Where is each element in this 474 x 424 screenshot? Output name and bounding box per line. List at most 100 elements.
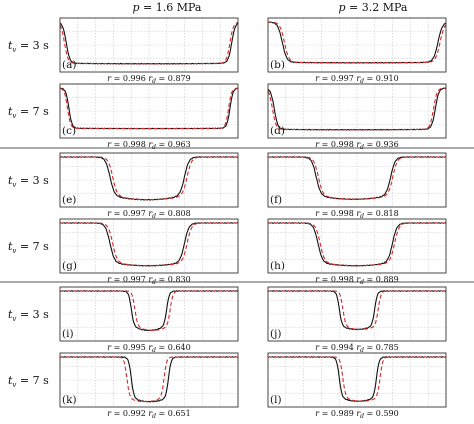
rd-symbol: r	[148, 140, 153, 149]
row-label-subscript: v	[12, 112, 16, 120]
rd-value: = 0.830	[156, 275, 191, 284]
chart-panel: (a)r = 0.996 rd = 0.879	[59, 17, 239, 85]
plot-frame	[267, 218, 447, 274]
column-header: p = 1.6 MPa	[133, 1, 202, 14]
r-symbol: r	[107, 209, 112, 218]
r-symbol: r	[107, 74, 112, 83]
row-label-variable: t	[8, 39, 13, 52]
predicted-series-line	[59, 87, 239, 130]
rd-subscript: d	[360, 144, 364, 151]
row-label-value: = 7 s	[16, 240, 49, 253]
row-label-subscript: v	[12, 247, 16, 255]
r-symbol: r	[107, 409, 112, 418]
row-label: tv = 3 s	[8, 308, 49, 323]
r-symbol: r	[107, 343, 112, 352]
plot-frame	[59, 83, 239, 139]
rd-subscript: d	[152, 213, 156, 220]
predicted-series-line	[60, 356, 238, 403]
row-label: tv = 3 s	[8, 39, 49, 54]
rd-subscript: d	[360, 347, 364, 354]
column-header-equals: =	[140, 1, 156, 14]
chart-panel: (j)r = 0.994 rd = 0.785	[267, 286, 447, 354]
row-label-subscript: v	[12, 181, 16, 189]
correlation-caption: r = 0.998 rd = 0.889	[315, 275, 398, 286]
row-label-variable: t	[8, 240, 13, 253]
plot-frame	[59, 218, 239, 274]
chart-panel: (b)r = 0.997 rd = 0.910	[267, 17, 447, 85]
r-value: = 0.997	[111, 275, 148, 284]
predicted-series-line	[268, 356, 446, 402]
chart-panel: (i)r = 0.995 rd = 0.640	[59, 286, 239, 354]
row-label-value: = 3 s	[16, 174, 49, 187]
chart-panel: (k) r = 0.992 rd = 0.651	[59, 352, 239, 420]
predicted-series-line	[60, 290, 238, 331]
r-value: = 0.997	[111, 209, 148, 218]
row-label-value: = 3 s	[16, 308, 49, 321]
plot-frame	[59, 152, 239, 208]
chart-panel: (g)r = 0.997 rd = 0.830	[59, 218, 239, 286]
r-value: = 0.989	[319, 409, 356, 418]
panel-label: (d)	[270, 125, 285, 137]
column-header-value: 1.6 MPa	[156, 1, 202, 14]
row-label-subscript: v	[12, 381, 16, 389]
rd-subscript: d	[360, 279, 364, 286]
rd-subscript: d	[360, 413, 364, 420]
r-symbol: r	[315, 140, 320, 149]
column-header-variable: p	[339, 1, 346, 14]
rd-value: = 0.936	[364, 140, 399, 149]
correlation-caption: r = 0.998 rd = 0.936	[315, 140, 398, 151]
row-label: tv = 3 s	[8, 174, 49, 189]
correlation-caption: r = 0.997 rd = 0.808	[107, 209, 190, 220]
chart-panel: (e)r = 0.997 rd = 0.808	[59, 152, 239, 220]
chart-panel: (l)r = 0.989 rd = 0.590	[267, 352, 447, 420]
panel-label: (h)	[270, 260, 285, 272]
rd-value: = 0.910	[364, 74, 399, 83]
panel-label: (l)	[270, 394, 282, 406]
column-header-equals: =	[346, 1, 362, 14]
row-label-value: = 7 s	[16, 374, 49, 387]
plot-frame	[267, 83, 447, 139]
predicted-series-line	[60, 222, 238, 267]
rd-subscript: d	[152, 78, 156, 85]
rd-subscript: d	[152, 413, 156, 420]
predicted-series-line	[268, 222, 446, 267]
correlation-caption: r = 0.989 rd = 0.590	[315, 409, 398, 420]
rd-symbol: r	[356, 140, 361, 149]
correlation-caption: r = 0.998 rd = 0.818	[315, 209, 398, 220]
correlation-caption: r = 0.992 rd = 0.651	[107, 409, 190, 420]
plot-frame	[59, 17, 239, 73]
rd-subscript: d	[152, 144, 156, 151]
rd-symbol: r	[356, 343, 361, 352]
rd-value: = 0.818	[364, 209, 399, 218]
rd-value: = 0.640	[156, 343, 191, 352]
rd-value: = 0.879	[156, 74, 191, 83]
r-value: = 0.998	[111, 140, 148, 149]
rd-symbol: r	[356, 275, 361, 284]
panel-label: (b)	[270, 59, 285, 71]
r-value: = 0.995	[111, 343, 148, 352]
row-label-subscript: v	[12, 46, 16, 54]
rd-value: = 0.590	[364, 409, 399, 418]
r-symbol: r	[315, 343, 320, 352]
r-value: = 0.998	[319, 209, 356, 218]
r-symbol: r	[315, 275, 320, 284]
row-label-variable: t	[8, 308, 13, 321]
predicted-series-line	[268, 156, 446, 200]
rd-symbol: r	[148, 74, 153, 83]
rd-value: = 0.963	[156, 140, 191, 149]
correlation-caption: r = 0.997 rd = 0.830	[107, 275, 190, 286]
panel-label: (k)	[62, 394, 77, 406]
correlation-caption: r = 0.996 rd = 0.879	[107, 74, 190, 85]
chart-panel: (c)r = 0.998 rd = 0.963	[59, 83, 239, 151]
row-label-value: = 7 s	[16, 105, 49, 118]
r-value: = 0.994	[319, 343, 356, 352]
column-header: p = 3.2 MPa	[339, 1, 408, 14]
row-label: tv = 7 s	[8, 240, 49, 255]
row-label: tv = 7 s	[8, 374, 49, 389]
rd-symbol: r	[148, 343, 153, 352]
rd-symbol: r	[356, 209, 361, 218]
rd-value: = 0.808	[156, 209, 191, 218]
predicted-series-line	[267, 87, 447, 131]
rd-symbol: r	[148, 409, 153, 418]
r-symbol: r	[315, 409, 320, 418]
